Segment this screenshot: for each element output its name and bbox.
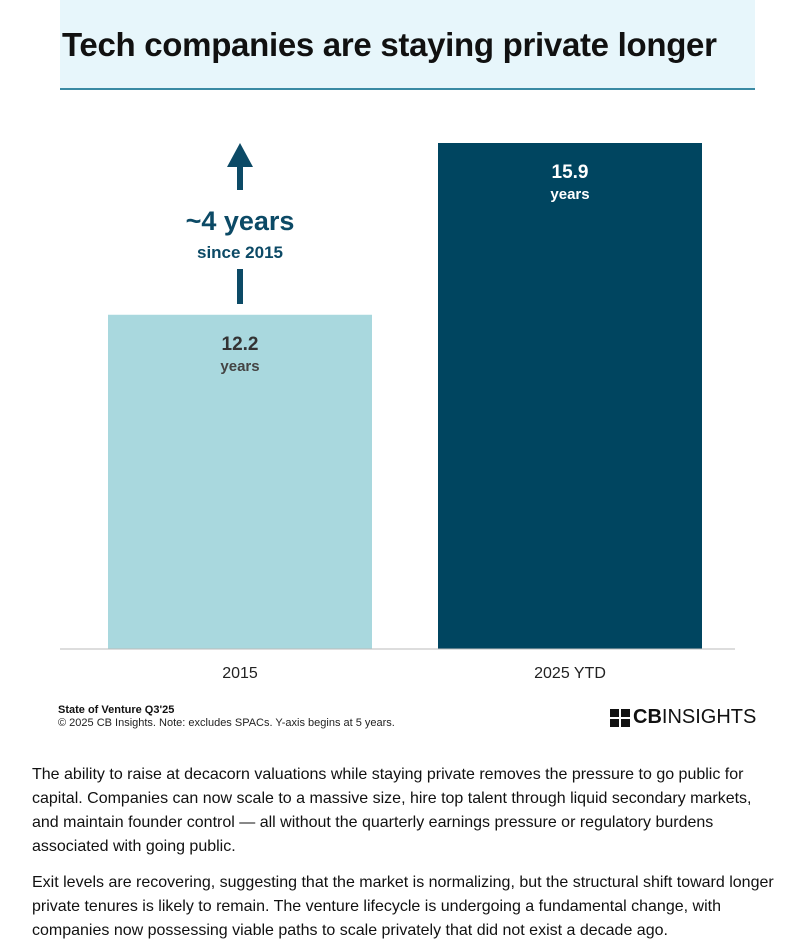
arrow-shaft-lower <box>237 269 243 304</box>
annotation-main: ~4 years <box>186 206 295 236</box>
bar-2015 <box>108 314 372 649</box>
x-tick-label: 2025 YTD <box>534 665 606 682</box>
unit-label: years <box>220 358 259 375</box>
unit-label: years <box>550 186 589 203</box>
bar-2025-ytd <box>438 143 702 649</box>
source-note: © 2025 CB Insights. Note: excludes SPACs… <box>58 717 395 729</box>
annotation-sub: since 2015 <box>197 243 283 262</box>
title-band <box>60 0 755 90</box>
x-tick-label: 2015 <box>222 665 258 682</box>
logo-mark-icon <box>610 708 630 727</box>
bar-chart: 12.2 years 2015 15.9 years 2025 YTD ~4 years si… <box>60 143 735 682</box>
value-label: 15.9 <box>552 162 589 183</box>
chart-title: Tech companies are staying private longe… <box>62 26 717 63</box>
cbinsights-logo: CB INSIGHTS <box>610 706 756 729</box>
paragraph: The ability to raise at decacorn valuati… <box>32 766 752 855</box>
source-label: State of Venture Q3'25 <box>58 704 175 716</box>
arrow-shaft <box>237 166 243 190</box>
arrow-up-icon <box>227 143 253 167</box>
paragraph: Exit levels are recovering, suggesting t… <box>32 874 774 939</box>
value-label: 12.2 <box>222 334 259 355</box>
